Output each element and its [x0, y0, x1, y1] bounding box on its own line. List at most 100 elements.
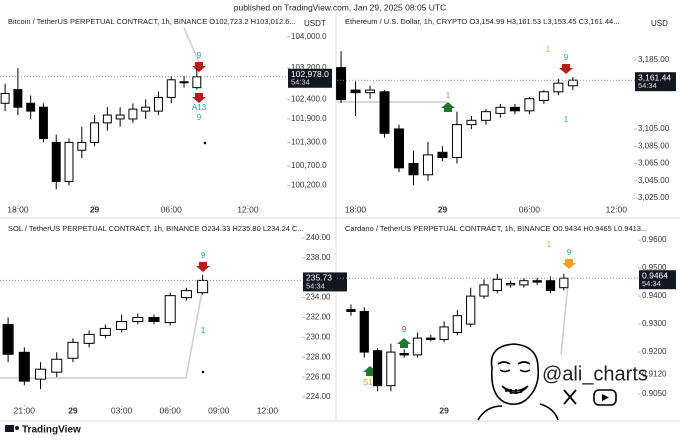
- candle-body: [538, 91, 549, 101]
- x-tick-label: 03:00: [111, 405, 133, 415]
- candle-body: [336, 67, 347, 101]
- candle-body: [394, 128, 404, 169]
- sell-arrow: [559, 64, 573, 74]
- last-price-label: 235.73: [306, 273, 332, 283]
- currency: USD: [651, 19, 668, 28]
- youtube-icon: [593, 389, 617, 406]
- x-tick-label: 06:00: [519, 204, 541, 214]
- x-tick-label: 06:00: [161, 204, 183, 214]
- candle-body: [422, 154, 433, 176]
- y-tick-label: 226.00: [306, 372, 331, 381]
- candle-body: [102, 114, 112, 124]
- watermark: @ali_charts: [542, 363, 648, 385]
- candle-body: [480, 111, 491, 121]
- y-tick-label: 3,025.00: [638, 193, 670, 202]
- x-tick-label: 12:00: [237, 204, 259, 214]
- y-tick-label: 0.9200: [642, 347, 667, 356]
- candle-body: [18, 351, 30, 382]
- sell-arrow: [562, 259, 576, 269]
- x-tick-label: 12:00: [606, 204, 628, 214]
- candle-body: [372, 350, 383, 387]
- y-tick-label: 104,000.0: [291, 32, 327, 41]
- footer-brand: TradingView: [22, 425, 81, 436]
- last-price-label: 3,161.44: [638, 72, 671, 82]
- y-tick-label: 0.9600: [642, 235, 667, 244]
- candle-body: [77, 141, 87, 151]
- candle-body: [90, 122, 100, 143]
- x-tick-label: 12:00: [257, 405, 279, 415]
- candle-body: [38, 106, 48, 139]
- candle-body: [412, 337, 423, 356]
- y-tick-label: 100,700.0: [291, 161, 327, 170]
- candle-body: [132, 317, 144, 322]
- td-count: 9: [567, 248, 572, 257]
- countdown: 54:34: [291, 78, 310, 87]
- td-count: 1: [201, 326, 206, 335]
- candle-body: [379, 91, 390, 134]
- candle-body: [116, 320, 128, 330]
- y-tick-label: 3,045.00: [638, 176, 670, 185]
- countdown: 54:34: [642, 279, 661, 288]
- y-tick-label: 3,185.00: [638, 55, 670, 64]
- last-price-box: [639, 270, 676, 290]
- candle-body: [553, 82, 564, 93]
- candle-body: [532, 280, 542, 283]
- candle-body: [64, 141, 74, 183]
- last-price-box: [288, 68, 332, 88]
- y-tick-label: 230.00: [306, 333, 331, 342]
- candle-body: [466, 119, 477, 126]
- candle-body: [197, 279, 209, 294]
- y-tick-label: 0.9400: [642, 291, 667, 300]
- candle-body: [164, 295, 176, 323]
- candle-body: [452, 315, 463, 333]
- candle-body: [83, 333, 95, 344]
- y-tick-label: 0.9500: [642, 263, 667, 272]
- countdown: 54:34: [638, 81, 657, 90]
- td-count: 1: [546, 45, 551, 54]
- y-tick-label: 101,900.0: [291, 114, 327, 123]
- last-price-label: 102,978.0: [291, 69, 329, 79]
- x-tick-label: 29: [90, 204, 100, 214]
- candle-body: [51, 141, 61, 183]
- td-count: 9: [197, 113, 202, 122]
- td-count: 1: [547, 240, 552, 249]
- dot: [203, 141, 207, 145]
- y-tick-label: 3,105.00: [638, 124, 670, 133]
- candle-body: [154, 96, 163, 112]
- x-tick-label: 21:00: [14, 405, 36, 415]
- candle-body: [509, 106, 520, 112]
- td-count: A13: [192, 103, 207, 112]
- candle-body: [466, 295, 476, 325]
- candle-body: [192, 76, 202, 89]
- candle-body: [495, 106, 506, 114]
- last-price-label: 0.9464: [642, 270, 668, 280]
- candle-body: [408, 163, 419, 176]
- candle-body: [451, 124, 462, 158]
- candle-body: [26, 102, 36, 112]
- candle-body: [128, 108, 138, 120]
- candle-body: [426, 337, 436, 340]
- sell-arrow: [192, 62, 206, 72]
- candle-body: [439, 326, 449, 340]
- y-tick-label: 0.9120: [642, 370, 667, 379]
- candle-body: [166, 79, 176, 98]
- x-icon: [563, 389, 577, 405]
- header: published on TradingView.com, Jan 29, 20…: [234, 2, 446, 12]
- y-tick-label: 238.00: [306, 253, 331, 262]
- td-count: 1: [564, 115, 569, 124]
- candle-body: [179, 81, 189, 84]
- x-tick-label: 18:00: [7, 204, 29, 214]
- chart-title: Bitcoin / TetherUS PERPETUAL CONTRACT, 1…: [8, 17, 296, 26]
- candle-body: [346, 309, 356, 313]
- buy-arrow: [441, 102, 455, 112]
- td-count: 1: [446, 91, 451, 100]
- y-tick-label: 102,400.0: [291, 94, 327, 103]
- y-tick-label: 224.00: [306, 392, 331, 401]
- y-tick-label: 100,200.0: [291, 181, 327, 190]
- y-tick-label: 228.00: [306, 352, 331, 361]
- td-line: [560, 282, 569, 356]
- sell-arrow: [196, 262, 210, 272]
- candle-body: [99, 327, 111, 336]
- chart-title: Cardano / TetherUS PERPETUAL CONTRACT, 1…: [345, 224, 647, 233]
